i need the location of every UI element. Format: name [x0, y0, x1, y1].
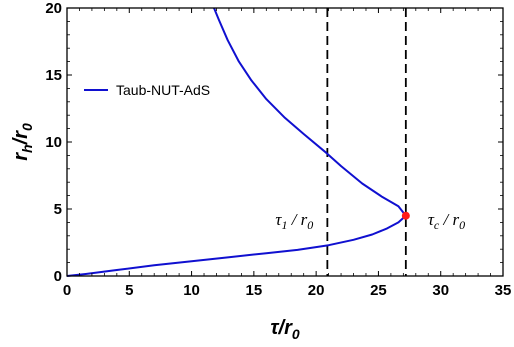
- ticks-layer: 0 5 10 15 20 25 30 35 0 5 10 15 20: [45, 0, 511, 299]
- x-tick-label: 5: [125, 282, 133, 299]
- plot-layer: [66, 7, 410, 277]
- y-tick-label: 10: [45, 134, 62, 151]
- legend: Taub-NUT-AdS: [84, 82, 210, 98]
- y-tick-label: 0: [54, 268, 62, 285]
- y-tick-label: 5: [54, 201, 62, 218]
- tau-c-annotation: τc / r0: [428, 210, 465, 232]
- tau1-annotation: τ1 / r0: [275, 210, 313, 232]
- x-tick-label: 15: [246, 282, 263, 299]
- x-axis-label: τ/r0: [270, 317, 300, 342]
- x-tick-label: 30: [432, 282, 449, 299]
- x-tick-label: 35: [495, 282, 512, 299]
- x-tick-label: 20: [308, 282, 325, 299]
- y-axis-label: rh/r0: [10, 123, 35, 161]
- plot-frame: [66, 7, 504, 277]
- y-tick-label: 15: [45, 67, 62, 84]
- x-tick-label: 10: [183, 282, 200, 299]
- x-tick-label: 0: [63, 282, 71, 299]
- x-tick-label: 25: [370, 282, 387, 299]
- y-tick-label: 20: [45, 0, 62, 17]
- legend-label: Taub-NUT-AdS: [116, 82, 210, 98]
- series-line-taub-nut-ads: [66, 7, 407, 277]
- critical-point: [401, 211, 410, 220]
